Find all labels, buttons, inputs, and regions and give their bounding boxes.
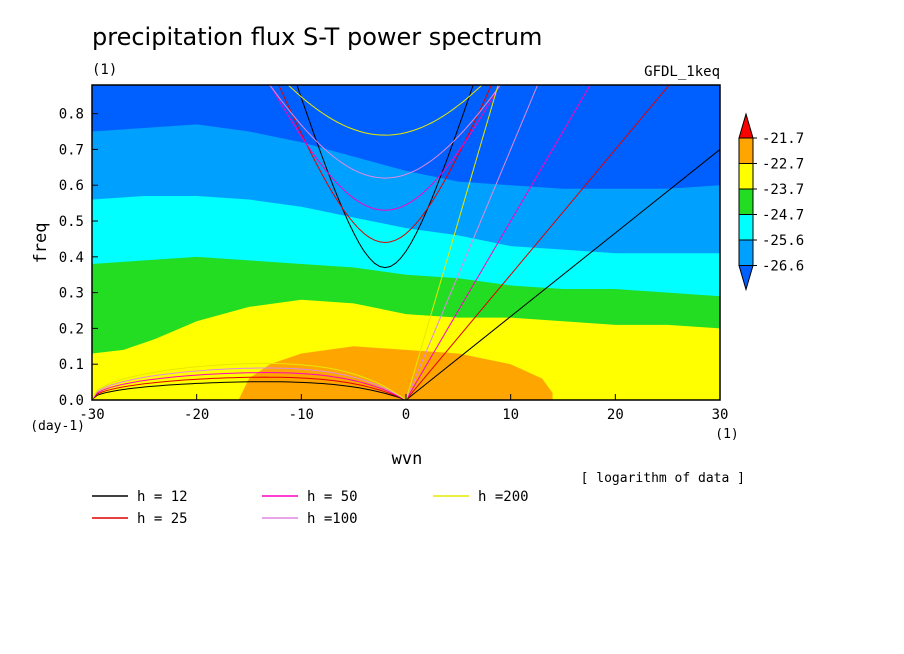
kelvin-line — [405, 85, 670, 400]
colorbar-label: -25.6 — [762, 233, 804, 249]
legend-label: h =100 — [307, 511, 358, 527]
kelvin-line — [405, 85, 499, 400]
x-tick-label: -10 — [289, 407, 314, 423]
ig-curve — [269, 85, 501, 179]
model-label: GFDL_1keq — [644, 64, 720, 80]
kelvin-line — [405, 149, 720, 400]
dispersion-curves — [92, 85, 720, 400]
y-tick-label: 0.4 — [59, 250, 84, 266]
colorbar-label: -26.6 — [762, 259, 804, 275]
x-tick-label: 0 — [402, 407, 410, 423]
ig-curve — [278, 85, 492, 244]
kelvin-line — [405, 85, 591, 400]
x-tick-label: 30 — [712, 407, 729, 423]
y-tick-label: 0.0 — [59, 393, 84, 409]
x-tick-label: -20 — [184, 407, 209, 423]
colorbar-label: -22.7 — [762, 157, 804, 173]
legend-label: h = 50 — [307, 489, 358, 505]
kelvin-line — [405, 85, 539, 400]
contour-band — [238, 346, 553, 400]
y-tick-label: 0.1 — [59, 357, 84, 373]
x-tick-label: 20 — [607, 407, 624, 423]
y-tick-label: 0.2 — [59, 321, 84, 337]
y-axis-ticks: 0.0 0.1 0.2 0.3 0.4 0.5 0.6 0.7 0.8 — [59, 107, 98, 409]
colorbar-swatch — [738, 239, 754, 266]
colorbar-swatch — [738, 214, 754, 241]
y-tick-label: 0.7 — [59, 142, 84, 158]
colorbar-swatch — [738, 137, 754, 164]
ig-curve — [296, 85, 474, 269]
colorbar-label: -23.7 — [762, 182, 804, 198]
x-axis-ticks: -30 -20 -10 0 10 20 30 — [79, 394, 728, 423]
x-tick-label: 10 — [502, 407, 519, 423]
ig-curve — [269, 85, 501, 211]
legend-label: h = 25 — [137, 511, 188, 527]
y-tick-label: 0.5 — [59, 214, 84, 230]
legend: h = 12 h = 25 h = 50 h =100 h =200 — [92, 489, 529, 527]
colorbar-label: -24.7 — [762, 208, 804, 224]
rossby-curve — [92, 362, 407, 400]
rossby-curve — [92, 381, 407, 400]
rossby-curve — [92, 372, 407, 400]
rossby-curve — [92, 367, 407, 400]
y-axis-unit: (day-1) — [30, 419, 85, 434]
y-tick-label: 0.8 — [59, 107, 84, 123]
legend-label: h = 12 — [137, 489, 188, 505]
rossby-curve — [92, 376, 407, 400]
colorbar-swatch — [738, 188, 754, 215]
ig-curve — [287, 85, 483, 136]
y-axis-label: freq — [31, 223, 51, 264]
colorbar-swatch — [738, 163, 754, 190]
x-axis-label: wvn — [392, 449, 423, 469]
chart-title: precipitation flux S-T power spectrum — [92, 23, 542, 51]
legend-label: h =200 — [478, 489, 529, 505]
chart-subtitle: (1) — [92, 62, 117, 78]
colorbar-label: -21.7 — [762, 131, 804, 147]
y-tick-label: 0.3 — [59, 286, 84, 302]
x-axis-unit: (1) — [715, 427, 738, 442]
colorbar-max-arrow — [738, 112, 754, 139]
colorbar-min-arrow — [738, 265, 754, 292]
x-tick-label: -30 — [79, 407, 104, 423]
contour-bands — [92, 85, 720, 400]
data-note: [ logarithm of data ] — [581, 471, 745, 486]
colorbar: -21.7 -22.7 -23.7 -24.7 -25.6 -26.6 — [738, 112, 804, 292]
y-tick-label: 0.6 — [59, 178, 84, 194]
